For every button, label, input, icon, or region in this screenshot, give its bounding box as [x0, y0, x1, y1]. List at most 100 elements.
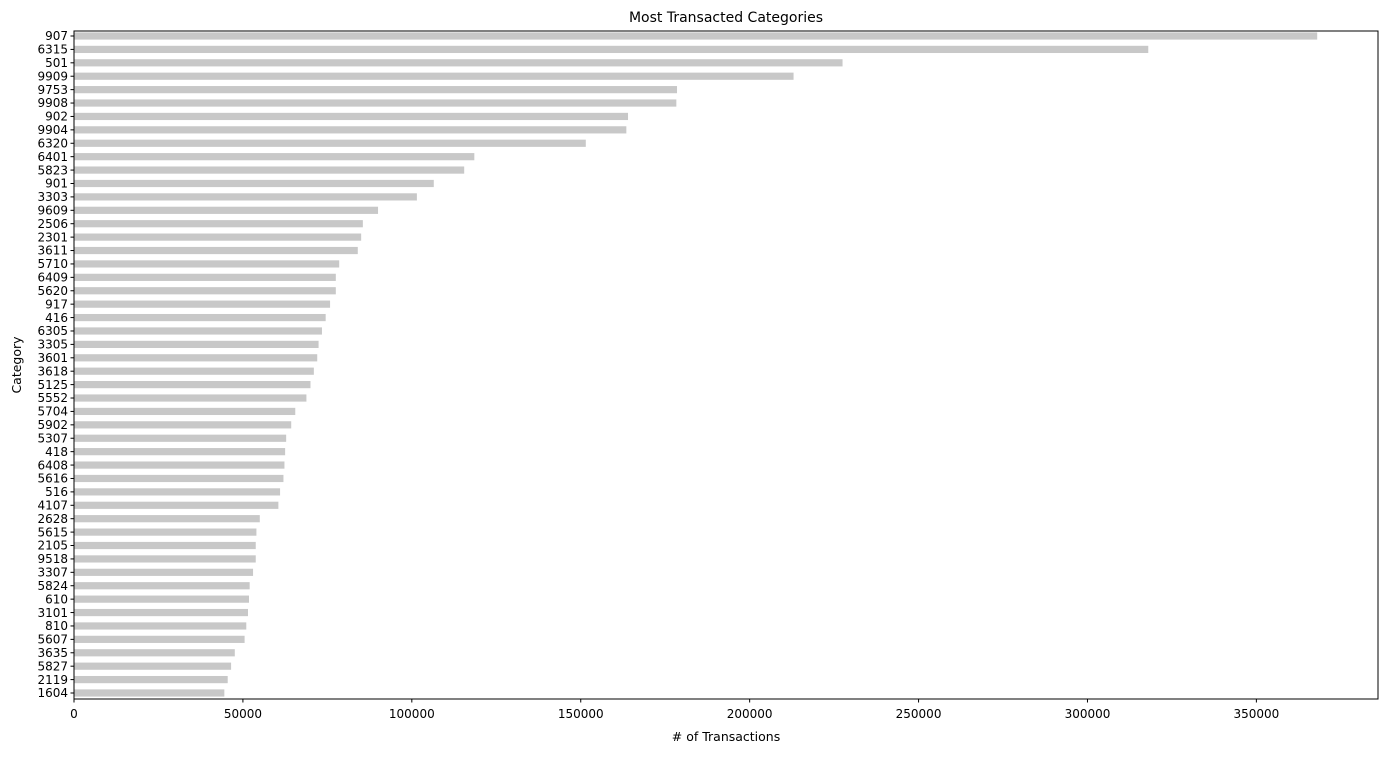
- x-axis-label: # of Transactions: [672, 729, 781, 744]
- x-tick-label: 150000: [558, 707, 604, 721]
- y-tick-label: 902: [45, 110, 68, 124]
- bar: [74, 488, 281, 496]
- bar: [74, 340, 319, 348]
- bar: [74, 434, 287, 442]
- bar: [74, 662, 232, 670]
- y-tick-label: 901: [45, 177, 68, 191]
- bar: [74, 407, 296, 416]
- bar: [74, 126, 627, 134]
- y-tick-label: 2105: [37, 539, 68, 553]
- y-tick-label: 5552: [37, 391, 68, 405]
- bar: [74, 300, 331, 308]
- bar: [74, 501, 279, 509]
- bar: [74, 649, 235, 657]
- bar: [74, 327, 322, 335]
- y-tick-label: 3303: [37, 190, 68, 204]
- y-tick-label: 2119: [37, 673, 68, 687]
- bar: [74, 193, 417, 201]
- bar: [74, 635, 245, 643]
- y-tick-label: 610: [45, 592, 68, 606]
- bar: [74, 233, 362, 241]
- bar: [74, 287, 336, 295]
- y-tick-label: 5307: [37, 431, 68, 445]
- bar: [74, 354, 318, 362]
- y-tick-label: 2506: [37, 217, 68, 231]
- y-tick-label: 6315: [37, 43, 68, 57]
- y-axis: 9076315501990997539908902990463206401582…: [37, 29, 74, 700]
- y-tick-label: 9753: [37, 83, 68, 97]
- bar: [74, 582, 250, 590]
- bar: [74, 528, 257, 536]
- bar: [74, 179, 434, 188]
- y-tick-label: 501: [45, 56, 68, 70]
- bar: [74, 273, 336, 281]
- bar: [74, 367, 314, 375]
- y-tick-label: 2628: [37, 512, 68, 526]
- y-tick-label: 2301: [37, 230, 68, 244]
- bar: [74, 622, 247, 630]
- bar: [74, 515, 260, 523]
- y-tick-label: 418: [45, 445, 68, 459]
- y-tick-label: 3618: [37, 364, 68, 378]
- bar: [74, 32, 1318, 40]
- x-tick-label: 50000: [224, 707, 262, 721]
- bar: [74, 260, 340, 268]
- x-tick-label: 300000: [1065, 707, 1111, 721]
- y-tick-label: 6401: [37, 150, 68, 164]
- y-tick-label: 3635: [37, 646, 68, 660]
- x-axis: 0 50000 100000 150000 200000 250000 300000 3500…: [70, 699, 1279, 721]
- bars-layer: [74, 32, 1318, 697]
- x-tick-label: 0: [70, 707, 78, 721]
- plot-frame: [73, 30, 1379, 700]
- chart-title: Most Transacted Categories: [629, 10, 823, 26]
- bar: [74, 608, 248, 617]
- bar: [74, 72, 794, 80]
- y-tick-label: 9518: [37, 552, 68, 566]
- y-tick-label: 6408: [37, 458, 68, 472]
- bar: [74, 568, 254, 576]
- bar: [74, 595, 249, 603]
- y-tick-label: 9908: [37, 96, 68, 110]
- bar: [74, 153, 475, 161]
- bar: [74, 689, 225, 697]
- x-tick-label: 100000: [389, 707, 435, 721]
- bar: [74, 220, 363, 228]
- bar: [74, 313, 326, 322]
- bar: [74, 99, 677, 107]
- y-tick-label: 5125: [37, 378, 68, 392]
- y-tick-label: 516: [45, 485, 68, 499]
- y-tick-label: 5823: [37, 163, 68, 177]
- bar: [74, 246, 358, 255]
- x-tick-label: 250000: [896, 707, 942, 721]
- x-tick-label: 200000: [727, 707, 773, 721]
- y-tick-label: 5827: [37, 659, 68, 673]
- bar: [74, 112, 629, 121]
- bar: [74, 139, 586, 147]
- y-tick-label: 3305: [37, 338, 68, 352]
- y-tick-label: 810: [45, 619, 68, 633]
- bar: [74, 421, 292, 429]
- y-tick-label: 5607: [37, 633, 68, 647]
- bar: [74, 206, 379, 214]
- y-tick-label: 907: [45, 29, 68, 43]
- bar: [74, 461, 285, 469]
- x-tick-label: 350000: [1233, 707, 1279, 721]
- y-tick-label: 416: [45, 311, 68, 325]
- bar: [74, 59, 843, 67]
- y-tick-label: 6320: [37, 136, 68, 150]
- bar: [74, 448, 286, 456]
- bar: [74, 166, 465, 174]
- y-tick-label: 1604: [37, 686, 68, 700]
- y-tick-label: 9904: [37, 123, 68, 137]
- bar: [74, 86, 678, 94]
- y-tick-label: 917: [45, 297, 68, 311]
- y-tick-label: 5616: [37, 472, 68, 486]
- y-tick-label: 3601: [37, 351, 68, 365]
- bar: [74, 394, 307, 402]
- y-tick-label: 5615: [37, 525, 68, 539]
- y-tick-label: 3101: [37, 606, 68, 620]
- bar: [74, 45, 1149, 54]
- y-tick-label: 5902: [37, 418, 68, 432]
